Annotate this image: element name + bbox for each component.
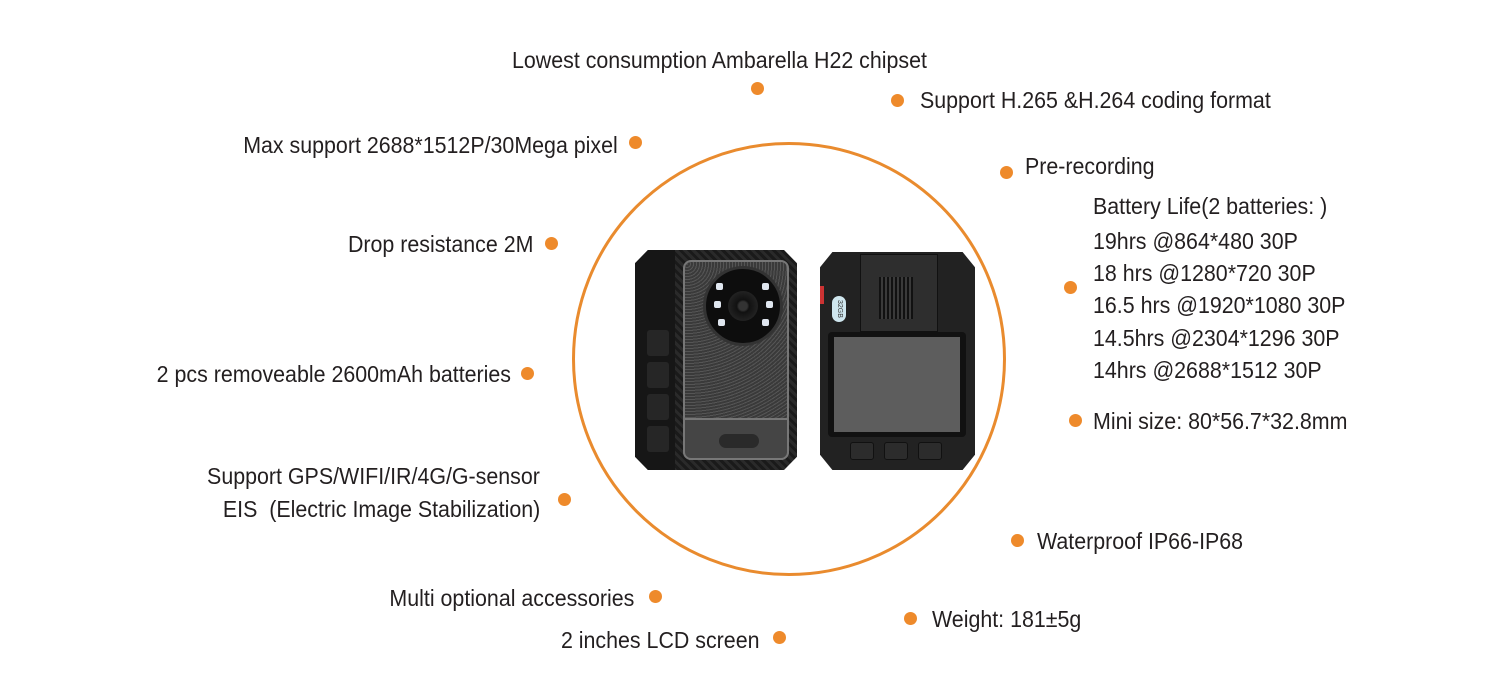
- bullet-dot: [1064, 281, 1077, 294]
- bullet-dot: [773, 631, 786, 644]
- lcd-screen: [828, 332, 966, 437]
- belt-clip: [860, 254, 938, 332]
- feature-eis: EIS (Electric Image Stabilization): [222, 496, 540, 522]
- bullet-dot: [891, 94, 904, 107]
- bullet-dot: [751, 82, 764, 95]
- bullet-dot: [545, 237, 558, 250]
- bullet-dot: [629, 136, 642, 149]
- side-button: [647, 426, 669, 452]
- feature-waterproof: Waterproof IP66-IP68: [1037, 528, 1244, 554]
- bullet-dot: [521, 367, 534, 380]
- lens-icon: [728, 291, 758, 321]
- bullet-dot: [1069, 414, 1082, 427]
- back-button: [918, 442, 942, 460]
- feature-accessories: Multi optional accessories: [389, 585, 634, 611]
- body-camera-back-image: 32GB: [820, 252, 975, 470]
- feature-coding: Support H.265 &H.264 coding format: [920, 87, 1271, 113]
- side-button: [647, 394, 669, 420]
- feature-batteries: 2 pcs removeable 2600mAh batteries: [156, 361, 511, 387]
- battery-life-line: 19hrs @864*480 30P: [1093, 228, 1298, 254]
- front-lower-panel: [683, 418, 789, 460]
- bullet-dot: [558, 493, 571, 506]
- bullet-dot: [649, 590, 662, 603]
- feature-resolution: Max support 2688*1512P/30Mega pixel: [243, 132, 618, 158]
- feature-drop: Drop resistance 2M: [347, 231, 533, 257]
- feature-weight: Weight: 181±5g: [932, 606, 1082, 632]
- bullet-dot: [1000, 166, 1013, 179]
- back-button: [884, 442, 908, 460]
- feature-chipset: Lowest consumption Ambarella H22 chipset: [512, 47, 927, 73]
- bullet-dot: [904, 612, 917, 625]
- sd-card-label: 32GB: [832, 296, 846, 322]
- side-button: [647, 362, 669, 388]
- bullet-dot: [1011, 534, 1024, 547]
- battery-life-line: 14.5hrs @2304*1296 30P: [1093, 325, 1340, 351]
- side-button: [647, 330, 669, 356]
- lens-ring: [703, 266, 783, 346]
- body-camera-front-image: [635, 250, 797, 470]
- feature-lcd: 2 inches LCD screen: [560, 627, 759, 653]
- battery-life-line: 14hrs @2688*1512 30P: [1093, 357, 1322, 383]
- battery-life-line: 18 hrs @1280*720 30P: [1093, 260, 1316, 286]
- feature-connectivity: Support GPS/WIFI/IR/4G/G-sensor: [207, 463, 540, 489]
- battery-life-line: 16.5 hrs @1920*1080 30P: [1093, 292, 1346, 318]
- back-button: [850, 442, 874, 460]
- feature-size: Mini size: 80*56.7*32.8mm: [1093, 408, 1348, 434]
- battery-life-title: Battery Life(2 batteries: ): [1093, 193, 1328, 219]
- feature-prerecording: Pre-recording: [1025, 153, 1155, 179]
- highlight-circle: [572, 142, 1006, 576]
